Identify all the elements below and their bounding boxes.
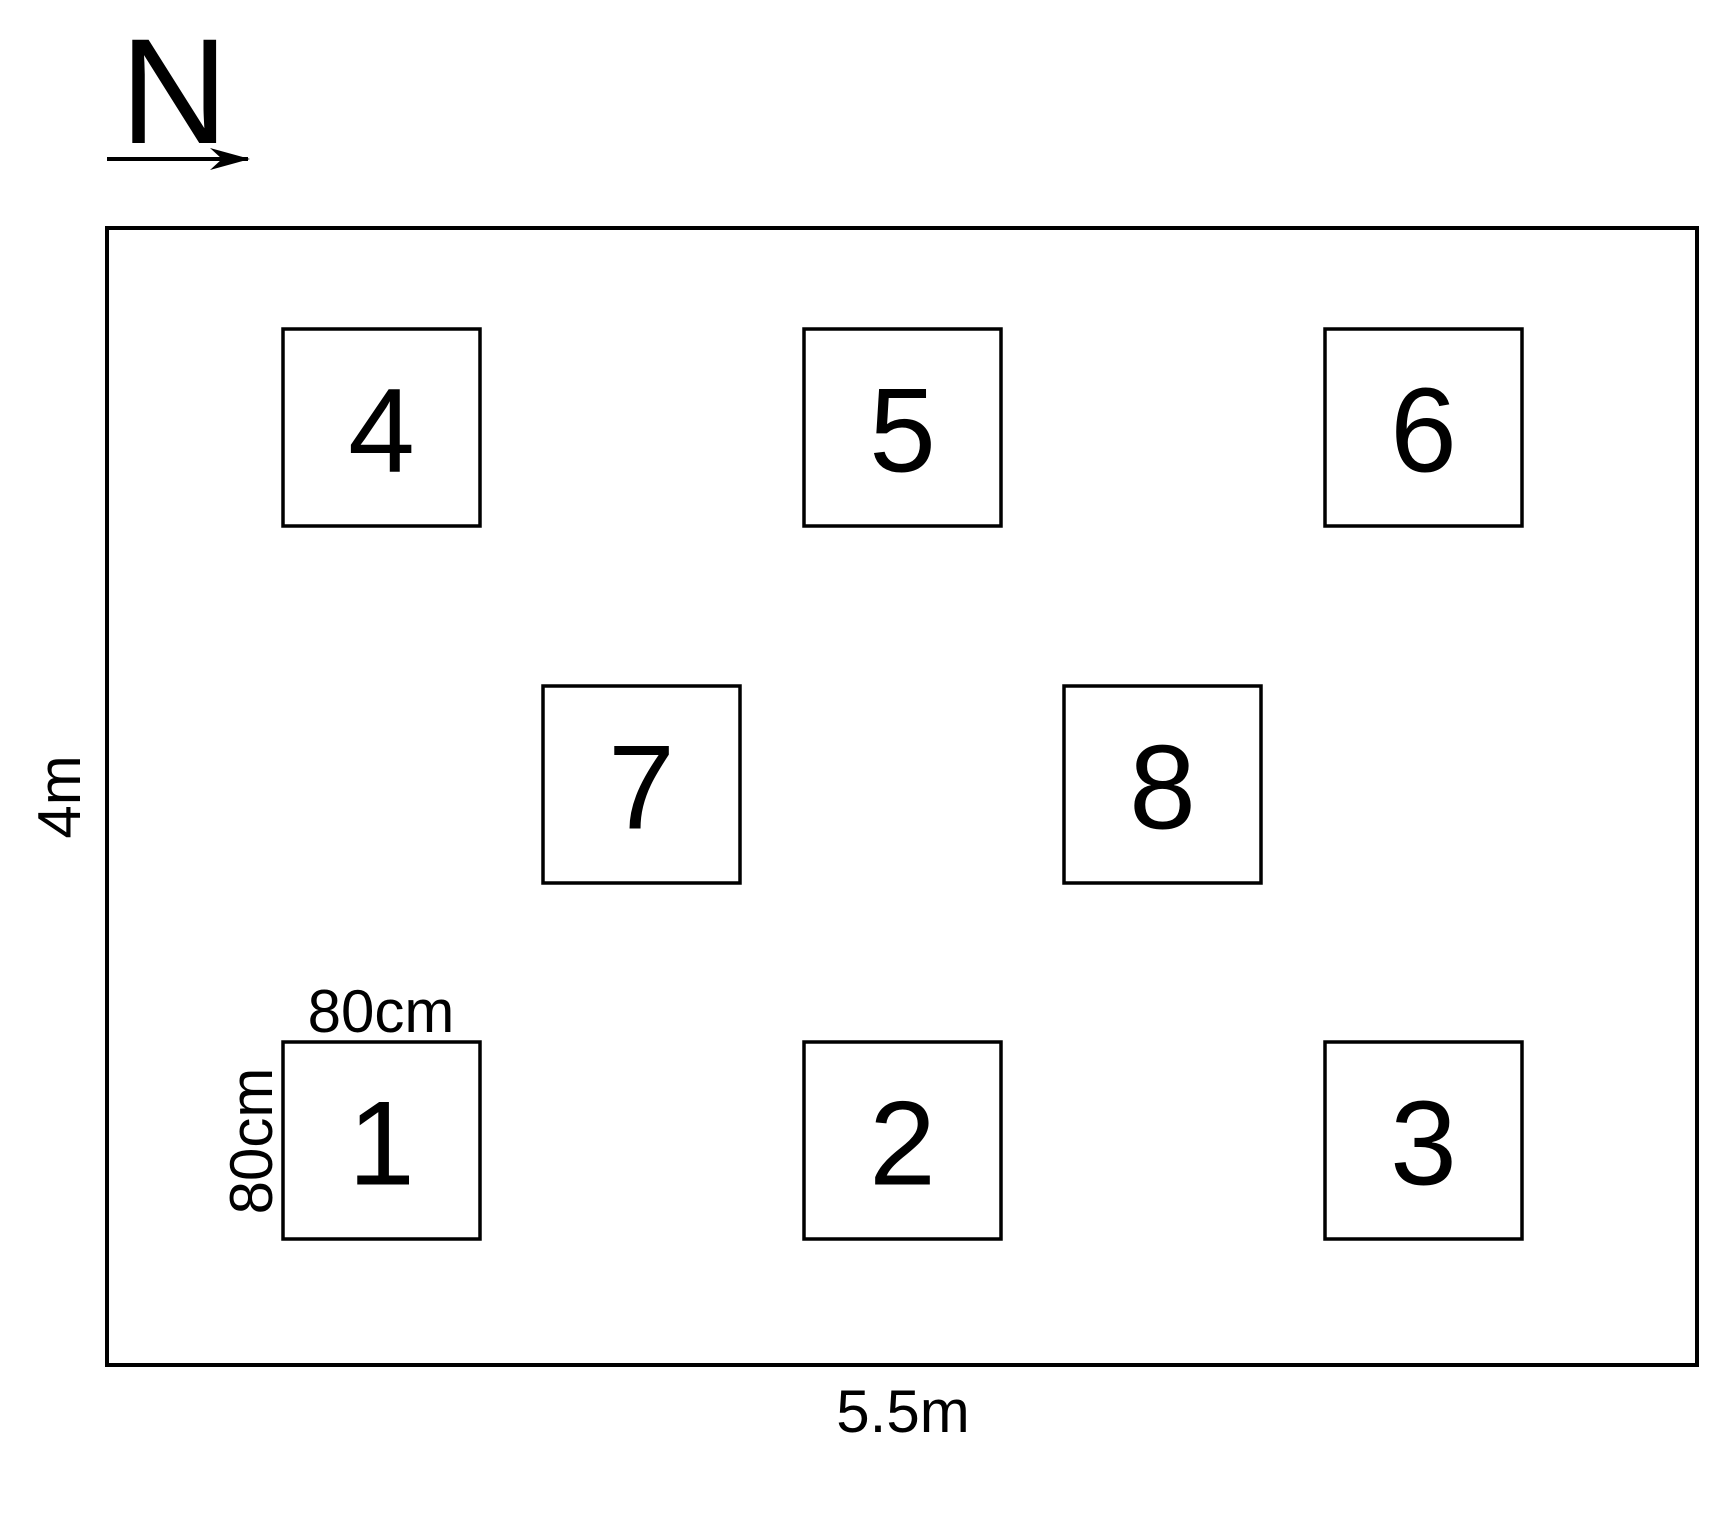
plot-number-label: 2 <box>869 1077 936 1211</box>
plot-height-label: 80cm <box>218 1068 285 1215</box>
plots-layer: 1 2 3 4 5 6 7 8 <box>281 327 1524 1241</box>
plot-1: 1 <box>281 1040 482 1241</box>
plot-number-label: 1 <box>348 1077 415 1211</box>
plot-2: 2 <box>802 1040 1003 1241</box>
field-boundary <box>105 226 1699 1367</box>
plot-square <box>802 1040 1003 1241</box>
field-width-label: 5.5m <box>836 1378 969 1445</box>
plot-square <box>1323 1040 1524 1241</box>
plot-number-label: 6 <box>1390 364 1457 498</box>
plot-square <box>281 1040 482 1241</box>
plot-6: 6 <box>1323 327 1524 528</box>
plot-number-label: 3 <box>1390 1077 1457 1211</box>
plot-4: 4 <box>281 327 482 528</box>
plot-number-label: 4 <box>348 364 415 498</box>
plot-square <box>1323 327 1524 528</box>
plot-8: 8 <box>1062 684 1263 885</box>
plot-7: 7 <box>541 684 742 885</box>
plot-square <box>541 684 742 885</box>
plot-square <box>281 327 482 528</box>
plot-number-label: 8 <box>1129 721 1196 855</box>
plot-square <box>1062 684 1263 885</box>
plot-number-label: 5 <box>869 364 936 498</box>
field-height-label: 4m <box>26 755 93 838</box>
plot-square <box>802 327 1003 528</box>
north-label: N <box>120 7 228 175</box>
plot-number-label: 7 <box>608 721 675 855</box>
plot-5: 5 <box>802 327 1003 528</box>
plot-width-label: 80cm <box>308 978 455 1045</box>
plot-3: 3 <box>1323 1040 1524 1241</box>
